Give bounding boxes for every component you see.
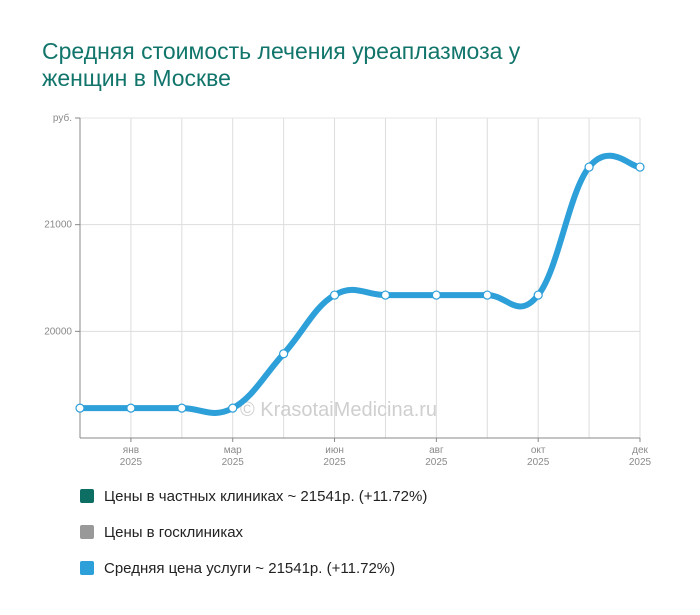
x-tick-label-year: 2025 — [120, 457, 143, 468]
x-tick-label-month: мар — [224, 445, 242, 456]
legend-label-private: Цены в частных клиниках ~ 21541р. (+11.7… — [104, 487, 428, 505]
data-point — [635, 162, 645, 172]
data-point — [584, 162, 594, 172]
data-point — [482, 290, 492, 300]
legend-item-public[interactable]: Цены в госклиниках — [80, 522, 427, 542]
x-tick-label-year: 2025 — [629, 457, 652, 468]
x-tick-label-year: 2025 — [527, 457, 550, 468]
data-point — [126, 403, 136, 413]
line-chart: © KrasotaiMedicina.ru 2000021000руб.янв2… — [44, 112, 651, 468]
x-tick-label-month: дек — [632, 445, 648, 456]
data-point — [380, 290, 391, 300]
x-tick-label-month: авг — [429, 445, 444, 456]
series-line-average — [77, 152, 643, 416]
x-tick-label-month: янв — [123, 445, 139, 456]
chart-grid — [79, 117, 641, 438]
x-tick-label-year: 2025 — [222, 457, 245, 468]
data-point — [533, 290, 543, 300]
legend-label-public: Цены в госклиниках — [104, 523, 244, 541]
legend-swatch-average — [80, 561, 94, 575]
y-tick-label: 21000 — [44, 220, 72, 231]
legend-item-private[interactable]: Цены в частных клиниках ~ 21541р. (+11.7… — [80, 486, 427, 506]
y-tick-label: 20000 — [44, 326, 72, 337]
chart-axes — [75, 117, 641, 442]
y-axis-unit: руб. — [53, 112, 72, 124]
data-point — [279, 349, 289, 359]
data-point — [177, 403, 187, 413]
tick-labels: 2000021000руб.янв2025мар2025июн2025авг20… — [44, 112, 651, 468]
x-tick-label-year: 2025 — [323, 457, 346, 468]
legend: Цены в частных клиниках ~ 21541р. (+11.7… — [80, 486, 427, 594]
legend-label-average: Средняя цена услуги ~ 21541р. (+11.72%) — [104, 559, 396, 577]
chart-title: Средняя стоимость лечения уреаплазмоза у… — [42, 38, 521, 91]
series-layer — [77, 152, 643, 416]
x-tick-label-year: 2025 — [425, 457, 448, 468]
data-point — [329, 290, 340, 300]
legend-swatch-private — [80, 489, 94, 503]
watermark: © KrasotaiMedicina.ru — [240, 399, 437, 421]
x-tick-label-month: окт — [531, 445, 546, 456]
legend-item-average[interactable]: Средняя цена услуги ~ 21541р. (+11.72%) — [80, 558, 427, 578]
points-layer — [75, 162, 645, 413]
legend-swatch-public — [80, 525, 94, 539]
data-point — [228, 403, 238, 413]
x-tick-label-month: июн — [325, 445, 344, 456]
data-point — [431, 290, 441, 300]
data-point — [75, 403, 85, 413]
